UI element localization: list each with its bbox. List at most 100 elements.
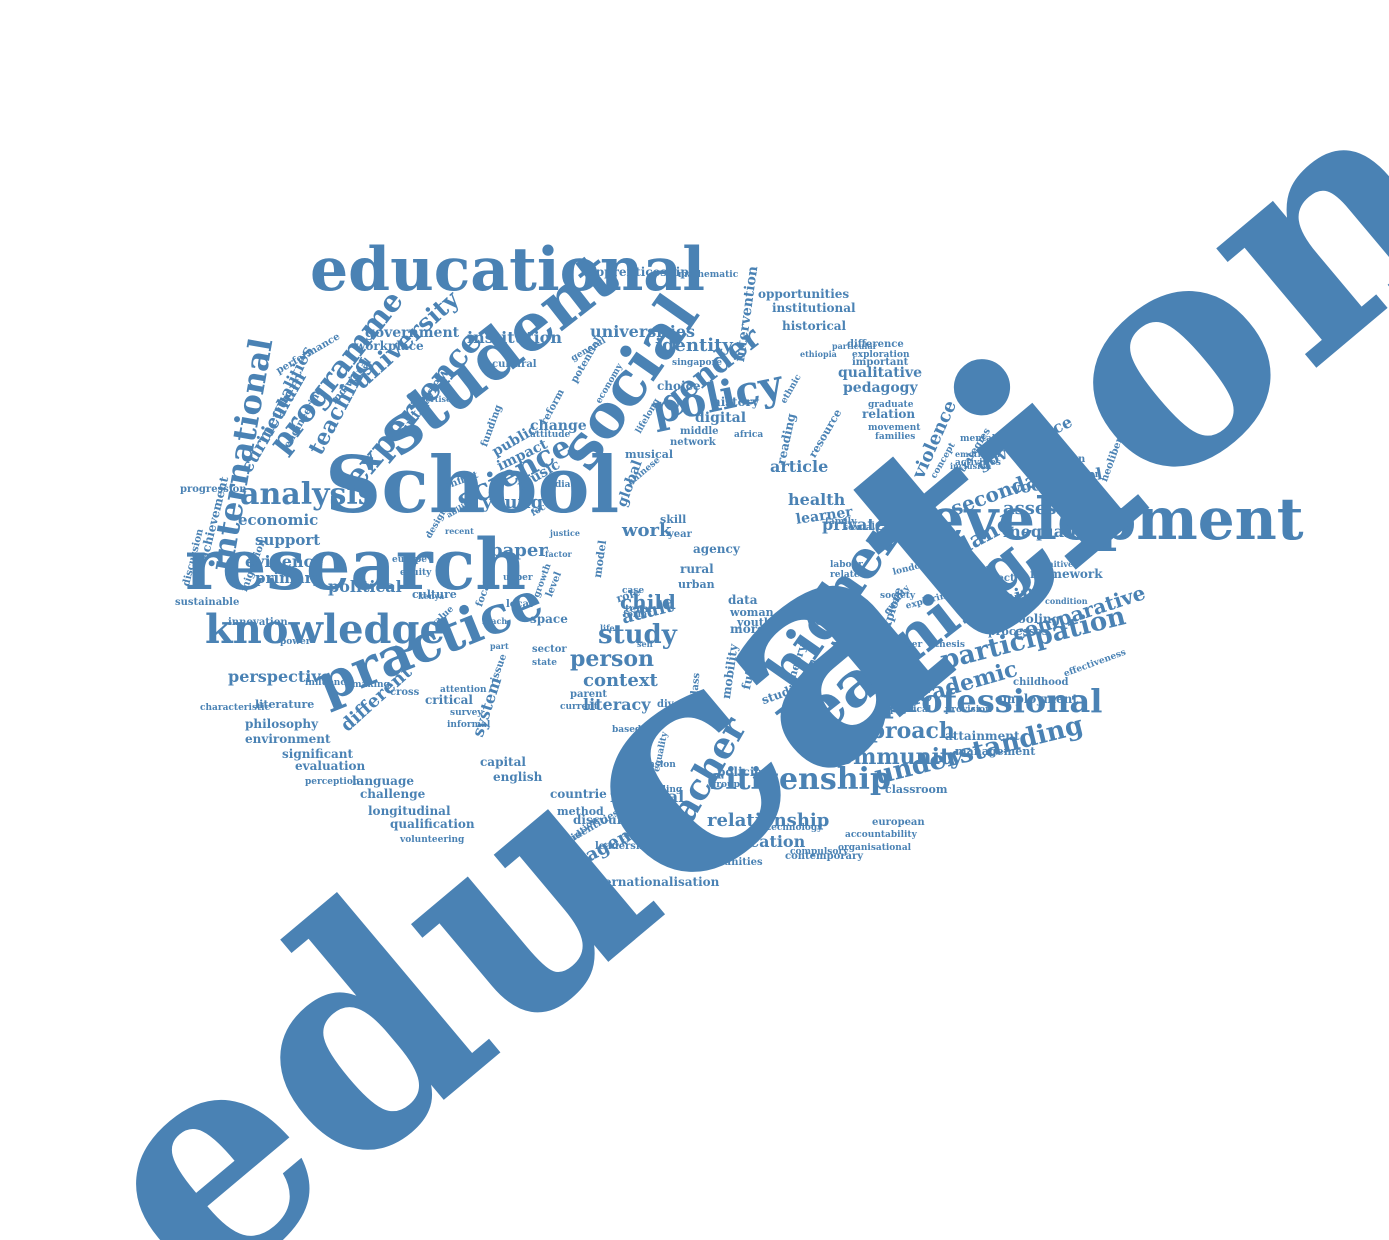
word-cloud-term: sector [532,644,567,655]
word-cloud-term: rural [680,562,714,576]
word-cloud-term: condition [1045,596,1088,606]
word-cloud-term: inclusion [950,461,992,471]
word-cloud-term: europe [392,555,428,565]
word-cloud-term: part [490,641,509,651]
word-cloud-term: exploration [852,350,910,360]
word-cloud-term: internationalisation [585,875,720,889]
word-cloud-term: perception [305,777,360,787]
word-cloud-term: pedagogy [843,380,918,396]
word-cloud-term: middle [680,426,719,437]
word-cloud-term: justice [550,528,580,538]
word-cloud-term: School [325,440,620,531]
word-cloud-term: equity [400,568,432,578]
word-cloud-term: choice [657,379,701,393]
word-cloud-term: management [955,745,1036,758]
word-cloud-term: context [583,670,658,691]
word-cloud-term: year [668,529,692,540]
word-cloud-term: network [670,437,716,448]
word-cloud-term: philosophy [245,717,319,731]
word-cloud-term: based [612,725,642,735]
word-cloud-term: language [352,774,414,788]
word-cloud-term: woman [730,606,774,619]
word-cloud-term: challenge [360,787,426,801]
word-cloud-term: article [770,457,829,476]
word-cloud-term: particular [832,341,877,351]
word-cloud-term: implication [703,832,806,851]
word-cloud-term: urban [678,578,715,591]
word-cloud-term: person [570,646,655,672]
word-cloud-term: building [640,785,683,795]
word-cloud-term: factor [545,549,572,559]
word-cloud-term: cross [390,687,420,698]
word-cloud-term: influence [305,678,352,688]
word-cloud-term: mathematic [678,270,739,280]
word-cloud-term: policies [717,765,769,779]
word-cloud-term: agency [693,542,740,556]
word-cloud-term: opportunities [758,287,850,301]
word-cloud-term: primary [255,569,322,587]
word-cloud-term: emotional [955,449,1000,459]
word-cloud-term: framework [1030,567,1103,581]
word-cloud-term: educational [310,235,705,305]
word-cloud-term: perspective [228,667,331,686]
word-cloud-term: attitude [530,430,571,440]
word-cloud-term: physical [890,705,932,715]
word-cloud-term: citizenship [707,762,891,797]
word-cloud-term: life [600,623,615,633]
word-cloud-term: study [598,620,677,650]
word-cloud-term: project [975,573,1015,584]
word-cloud-term: processes [988,625,1049,638]
word-cloud-term: knowledge [205,606,445,653]
word-cloud-term: qualification [390,817,475,831]
word-cloud-term: identity [655,335,733,356]
word-cloud-term: cultural [492,359,537,370]
word-cloud-term: work [622,520,672,541]
word-cloud-term: health [788,490,846,509]
word-cloud-term: support [255,531,321,549]
word-cloud-term: evaluation [295,759,366,773]
word-cloud-term: countrie [550,787,607,801]
word-cloud-term: discourse [573,813,638,827]
word-cloud-term: analysis [240,477,375,512]
word-cloud-term: movement [868,423,921,433]
word-cloud-term: community [825,744,963,770]
word-cloud-term: diversity [657,699,706,710]
word-cloud-term: group [710,780,740,790]
word-cloud-term: culture [412,588,457,601]
word-cloud-term: universities [590,322,695,341]
word-cloud-term: significant [282,747,354,761]
word-cloud-term: reach [482,616,508,626]
word-cloud-term: society [880,591,916,601]
word-cloud-term: child [620,590,676,614]
word-cloud-term: historical [782,319,847,333]
word-cloud-term: change [530,418,587,434]
word-cloud-term: development [887,485,1304,553]
word-cloud-term: attention [440,685,487,695]
word-cloud-term: making [352,680,390,690]
word-cloud-term: expertise [410,394,452,404]
word-cloud-term: recent [445,526,474,536]
word-cloud-term: contemporary [785,851,864,862]
word-cloud-term: skill [660,513,687,526]
word-cloud-term: innovation [228,617,288,628]
word-cloud-term: data [728,593,758,607]
word-cloud-term: environment [245,732,331,746]
word-cloud-term: provision [945,705,992,715]
word-cloud-term: current [560,702,598,712]
word-cloud-term: qualitative [838,365,923,381]
word-cloud-term: english [493,770,543,784]
word-cloud-term: assessment [1003,498,1119,519]
word-cloud-term: method [557,805,604,818]
word-cloud-term: literacy [583,695,651,714]
word-cloud-term: evidence [245,552,324,571]
word-cloud-term: africa [734,430,764,440]
word-cloud-term: political [328,577,402,596]
word-cloud-term: activities [955,458,1001,468]
word-cloud-term: ethiopia [800,349,837,359]
word-cloud-term: difference [847,339,904,350]
word-cloud-term: self [637,639,654,649]
word-cloud-term: singapore [672,358,722,368]
word-cloud-term: power [280,637,311,647]
word-cloud-term: related [830,570,866,580]
